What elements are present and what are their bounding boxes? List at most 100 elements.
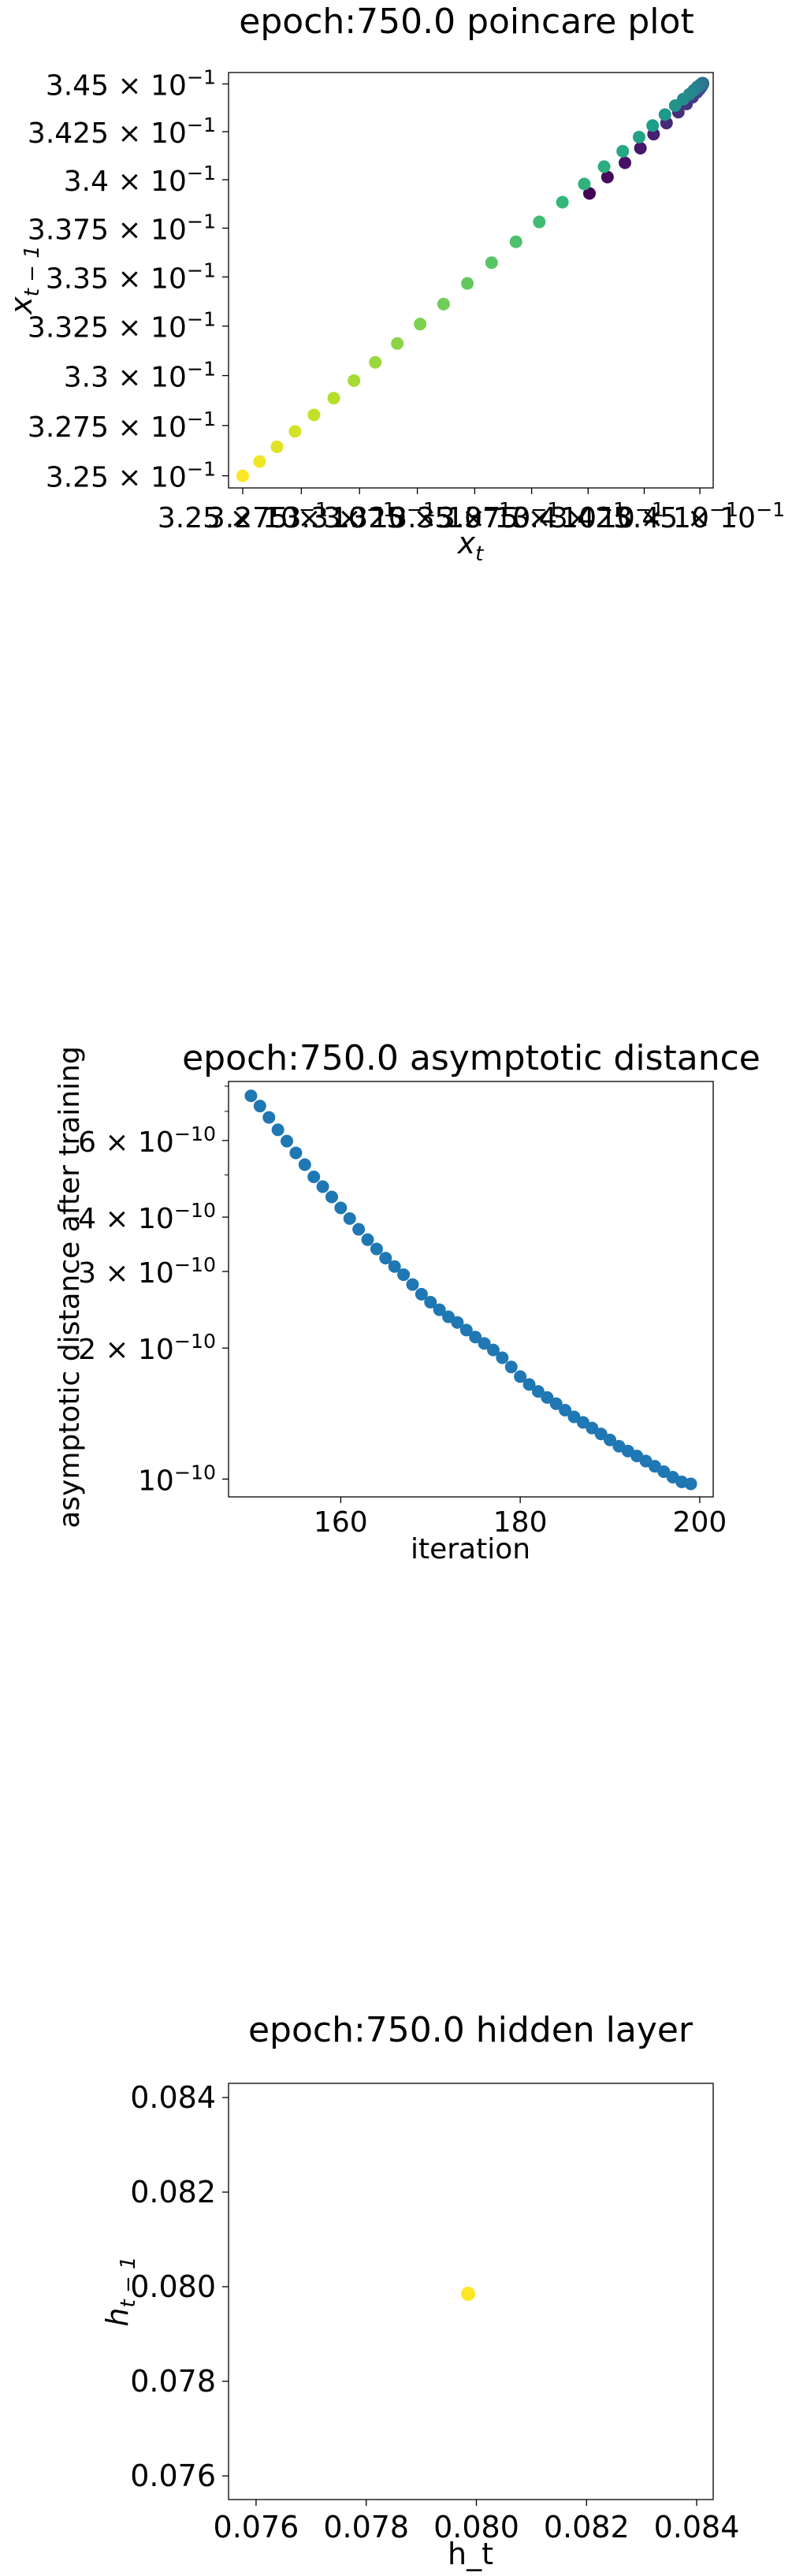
scatter-point — [594, 1428, 608, 1441]
scatter-point — [307, 1170, 321, 1183]
hidden-layer-points — [461, 2287, 476, 2301]
y-tick-label: 3.25 × 10−1 — [46, 458, 216, 494]
scatter-point — [437, 297, 450, 311]
scatter-point — [348, 374, 361, 387]
scatter-point — [559, 1403, 572, 1416]
asymptotic-distance-y-axis-label: asymptotic distance after training — [54, 1046, 86, 1528]
y-tick-label: 3.275 × 10−1 — [28, 408, 216, 444]
scatter-point — [469, 1331, 482, 1344]
scatter-point — [316, 1180, 329, 1193]
scatter-point — [578, 177, 591, 191]
y-tick-label: 2 × 10−10 — [78, 1330, 216, 1366]
asymptotic-distance-x-axis-label: iteration — [411, 1533, 530, 1565]
scatter-point — [298, 1158, 311, 1171]
x-tick-label: 0.076 — [214, 2510, 299, 2544]
poincare-plot-chart: epoch:750.0 poincare plot 3.25 × 10−13.2… — [4, 2, 785, 566]
scatter-point — [352, 1223, 366, 1236]
x-tick-label: 160 — [314, 1506, 368, 1539]
scatter-point — [307, 408, 321, 422]
y-tick-label: 0.076 — [130, 2459, 216, 2493]
x-tick-label: 0.078 — [323, 2510, 409, 2544]
scatter-point — [556, 195, 569, 209]
y-tick-label: 0.082 — [130, 2175, 216, 2209]
scatter-point — [533, 215, 546, 229]
scatter-point — [478, 1337, 491, 1350]
scatter-point — [632, 130, 645, 143]
scatter-point — [684, 1477, 697, 1491]
y-tick-label: 6 × 10−10 — [78, 1122, 216, 1159]
scatter-point — [397, 1268, 411, 1282]
scatter-point — [388, 1260, 401, 1273]
hidden-layer-title: epoch:750.0 hidden layer — [248, 2010, 693, 2050]
scatter-point — [459, 1323, 473, 1337]
hidden-layer-chart: epoch:750.0 hidden layer 0.076 0.078 0.080… — [100, 2010, 739, 2571]
scatter-point — [325, 1190, 338, 1204]
scatter-point — [451, 1316, 464, 1329]
scatter-point — [414, 318, 427, 331]
scatter-point — [406, 1278, 419, 1291]
asymptotic-distance-x-ticks: 160 180 200 — [314, 1497, 727, 1539]
x-tick-label: 200 — [673, 1506, 727, 1539]
scatter-point — [658, 108, 671, 121]
scatter-point — [504, 1361, 518, 1374]
scatter-point — [514, 1370, 527, 1383]
scatter-point — [461, 2287, 476, 2301]
y-tick-label: 3.375 × 10−1 — [28, 210, 216, 246]
scatter-point — [288, 425, 302, 438]
y-tick-label: 3.3 × 10−1 — [64, 358, 216, 394]
scatter-point — [509, 235, 522, 248]
scatter-point — [262, 1111, 276, 1124]
scatter-point — [597, 160, 611, 173]
scatter-point — [531, 1385, 545, 1398]
y-tick-label: 3.425 × 10−1 — [28, 114, 216, 150]
y-tick-label: 10−10 — [138, 1461, 216, 1497]
poincare-plot-axes-frame — [228, 72, 714, 489]
scatter-point — [486, 1343, 500, 1357]
scatter-point — [415, 1287, 428, 1301]
scatter-point — [616, 144, 630, 158]
scatter-point — [522, 1378, 536, 1391]
asymptotic-distance-points — [244, 1089, 697, 1491]
scatter-point — [634, 141, 647, 154]
hidden-layer-y-axis-label: ht − 1 — [100, 2256, 140, 2326]
poincare-plot-points — [236, 76, 710, 482]
y-tick-label: 0.080 — [130, 2269, 216, 2304]
scatter-point — [369, 356, 382, 369]
x-tick-label: 3.35 × 10−1 — [389, 498, 560, 534]
scatter-point — [289, 1146, 303, 1160]
scatter-point — [583, 187, 597, 200]
x-tick-label: 3.425 × 10−1 — [550, 498, 738, 534]
y-tick-label: 0.084 — [130, 2080, 216, 2115]
x-tick-label: 3.375 × 10−1 — [437, 498, 626, 534]
scatter-point — [668, 99, 682, 113]
scatter-point — [270, 440, 284, 453]
scatter-point — [549, 1397, 563, 1410]
scatter-point — [485, 256, 498, 270]
asymptotic-distance-y-ticks: 10−10 2 × 10−10 3 × 10−10 4 × 10−10 6 × 10−1… — [78, 1085, 229, 1497]
poincare-plot-y-axis-label: xt − 1 — [4, 245, 44, 315]
scatter-point — [424, 1295, 437, 1308]
scatter-point — [361, 1233, 374, 1246]
scatter-point — [496, 1351, 509, 1364]
poincare-plot-x-ticks: 3.25 × 10−13.275 × 10−13.3 × 10−13.325 ×… — [158, 488, 785, 534]
x-tick-label: 3.275 × 10−1 — [207, 498, 396, 534]
scatter-point — [281, 1134, 294, 1148]
asymptotic-distance-chart: epoch:750.0 asymptotic distance 10−10 2 ×… — [54, 1038, 760, 1565]
x-tick-label: 3.25 × 10−1 — [158, 498, 328, 534]
y-tick-label: 3.45 × 10−1 — [46, 65, 216, 102]
y-tick-label: 3.4 × 10−1 — [64, 162, 216, 198]
y-tick-label: 4 × 10−10 — [78, 1199, 216, 1235]
scatter-point — [253, 1100, 266, 1113]
x-tick-label: 3.45 × 10−1 — [615, 498, 785, 534]
x-tick-label: 0.080 — [433, 2510, 519, 2544]
x-tick-label: 180 — [493, 1506, 548, 1539]
scatter-point — [619, 156, 632, 169]
scatter-point — [327, 392, 340, 405]
asymptotic-distance-axes-frame — [228, 1081, 714, 1498]
poincare-plot-y-ticks: 3.25 × 10−1 3.275 × 10−1 3.3 × 10−1 3.325 ×… — [28, 65, 229, 494]
scatter-point — [271, 1123, 284, 1137]
y-tick-label: 3.325 × 10−1 — [28, 308, 216, 344]
scatter-point — [334, 1201, 348, 1215]
scatter-point — [442, 1310, 455, 1323]
